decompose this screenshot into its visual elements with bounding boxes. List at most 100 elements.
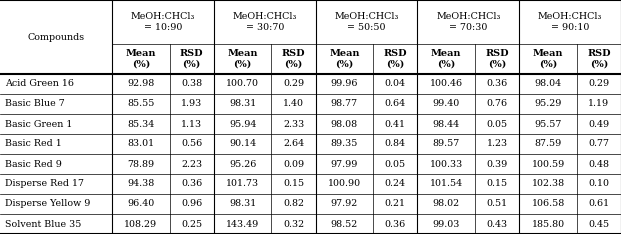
Text: 0.64: 0.64 xyxy=(385,99,406,109)
Text: 101.73: 101.73 xyxy=(226,179,259,189)
Text: 0.05: 0.05 xyxy=(487,120,508,128)
Text: 98.04: 98.04 xyxy=(535,80,561,88)
Text: 100.59: 100.59 xyxy=(532,160,564,168)
Text: 0.82: 0.82 xyxy=(283,200,304,208)
Text: 92.98: 92.98 xyxy=(127,80,155,88)
Text: 90.14: 90.14 xyxy=(229,139,256,149)
Text: 1.40: 1.40 xyxy=(283,99,304,109)
Text: RSD
(%): RSD (%) xyxy=(180,49,204,69)
Text: 98.31: 98.31 xyxy=(229,200,256,208)
Text: Mean
(%): Mean (%) xyxy=(329,49,360,69)
Text: 0.96: 0.96 xyxy=(181,200,202,208)
Text: 99.96: 99.96 xyxy=(331,80,358,88)
Text: 0.04: 0.04 xyxy=(385,80,406,88)
Text: 95.57: 95.57 xyxy=(534,120,562,128)
Text: 0.10: 0.10 xyxy=(589,179,609,189)
Text: Mean
(%): Mean (%) xyxy=(227,49,258,69)
Text: 0.24: 0.24 xyxy=(385,179,406,189)
Text: 1.19: 1.19 xyxy=(588,99,609,109)
Text: 95.29: 95.29 xyxy=(534,99,562,109)
Text: RSD
(%): RSD (%) xyxy=(486,49,509,69)
Text: Basic Red 9: Basic Red 9 xyxy=(5,160,62,168)
Text: 0.38: 0.38 xyxy=(181,80,202,88)
Text: 0.51: 0.51 xyxy=(487,200,508,208)
Text: 98.02: 98.02 xyxy=(433,200,460,208)
Text: 0.36: 0.36 xyxy=(181,179,202,189)
Text: 0.21: 0.21 xyxy=(385,200,406,208)
Text: 98.52: 98.52 xyxy=(331,219,358,228)
Text: 100.33: 100.33 xyxy=(430,160,463,168)
Text: 106.58: 106.58 xyxy=(532,200,564,208)
Text: 98.31: 98.31 xyxy=(229,99,256,109)
Text: 0.77: 0.77 xyxy=(589,139,609,149)
Text: 0.15: 0.15 xyxy=(283,179,304,189)
Text: 0.32: 0.32 xyxy=(283,219,304,228)
Text: 0.09: 0.09 xyxy=(283,160,304,168)
Text: 100.90: 100.90 xyxy=(328,179,361,189)
Text: 185.80: 185.80 xyxy=(532,219,564,228)
Text: 96.40: 96.40 xyxy=(127,200,155,208)
Text: 102.38: 102.38 xyxy=(532,179,564,189)
Text: 98.77: 98.77 xyxy=(331,99,358,109)
Text: 95.26: 95.26 xyxy=(229,160,256,168)
Text: RSD
(%): RSD (%) xyxy=(282,49,306,69)
Text: 85.34: 85.34 xyxy=(127,120,155,128)
Text: Solvent Blue 35: Solvent Blue 35 xyxy=(5,219,81,228)
Text: 0.05: 0.05 xyxy=(385,160,406,168)
Text: Compounds: Compounds xyxy=(27,33,84,41)
Text: 1.93: 1.93 xyxy=(181,99,202,109)
Text: 95.94: 95.94 xyxy=(229,120,256,128)
Text: 1.23: 1.23 xyxy=(487,139,508,149)
Text: 0.36: 0.36 xyxy=(486,80,508,88)
Text: RSD
(%): RSD (%) xyxy=(384,49,407,69)
Text: 89.57: 89.57 xyxy=(433,139,460,149)
Text: 98.44: 98.44 xyxy=(433,120,460,128)
Text: 0.56: 0.56 xyxy=(181,139,202,149)
Text: RSD
(%): RSD (%) xyxy=(587,49,610,69)
Text: 78.89: 78.89 xyxy=(127,160,155,168)
Text: 101.54: 101.54 xyxy=(430,179,463,189)
Text: 99.40: 99.40 xyxy=(433,99,460,109)
Text: MeOH:CHCl₃
= 70:30: MeOH:CHCl₃ = 70:30 xyxy=(436,12,501,32)
Text: 99.03: 99.03 xyxy=(433,219,460,228)
Text: 0.49: 0.49 xyxy=(588,120,609,128)
Text: Disperse Red 17: Disperse Red 17 xyxy=(5,179,84,189)
Text: 0.48: 0.48 xyxy=(589,160,609,168)
Text: 0.15: 0.15 xyxy=(487,179,508,189)
Text: Disperse Yellow 9: Disperse Yellow 9 xyxy=(5,200,90,208)
Text: 89.35: 89.35 xyxy=(331,139,358,149)
Text: 94.38: 94.38 xyxy=(127,179,155,189)
Text: MeOH:CHCl₃
= 30:70: MeOH:CHCl₃ = 30:70 xyxy=(232,12,297,32)
Text: 83.01: 83.01 xyxy=(127,139,155,149)
Text: 0.39: 0.39 xyxy=(486,160,508,168)
Text: 98.08: 98.08 xyxy=(331,120,358,128)
Text: 87.59: 87.59 xyxy=(535,139,561,149)
Text: 0.36: 0.36 xyxy=(385,219,406,228)
Text: 0.84: 0.84 xyxy=(385,139,406,149)
Text: 0.45: 0.45 xyxy=(588,219,609,228)
Text: 0.41: 0.41 xyxy=(385,120,406,128)
Text: 0.29: 0.29 xyxy=(588,80,609,88)
Text: 0.43: 0.43 xyxy=(487,219,508,228)
Text: Mean
(%): Mean (%) xyxy=(431,49,461,69)
Text: Acid Green 16: Acid Green 16 xyxy=(5,80,74,88)
Text: Mean
(%): Mean (%) xyxy=(533,49,563,69)
Text: Basic Blue 7: Basic Blue 7 xyxy=(5,99,65,109)
Text: Basic Red 1: Basic Red 1 xyxy=(5,139,61,149)
Text: MeOH:CHCl₃
= 10:90: MeOH:CHCl₃ = 10:90 xyxy=(130,12,195,32)
Text: 0.61: 0.61 xyxy=(588,200,609,208)
Text: Mean
(%): Mean (%) xyxy=(125,49,156,69)
Text: 2.23: 2.23 xyxy=(181,160,202,168)
Text: Basic Green 1: Basic Green 1 xyxy=(5,120,72,128)
Text: 100.46: 100.46 xyxy=(430,80,463,88)
Text: 108.29: 108.29 xyxy=(124,219,157,228)
Text: 97.92: 97.92 xyxy=(331,200,358,208)
Text: 100.70: 100.70 xyxy=(226,80,259,88)
Text: 97.99: 97.99 xyxy=(331,160,358,168)
Text: MeOH:CHCl₃
= 50:50: MeOH:CHCl₃ = 50:50 xyxy=(334,12,399,32)
Text: 2.64: 2.64 xyxy=(283,139,304,149)
Text: 1.13: 1.13 xyxy=(181,120,202,128)
Text: 143.49: 143.49 xyxy=(226,219,259,228)
Text: MeOH:CHCl₃
= 90:10: MeOH:CHCl₃ = 90:10 xyxy=(538,12,602,32)
Text: 0.76: 0.76 xyxy=(487,99,508,109)
